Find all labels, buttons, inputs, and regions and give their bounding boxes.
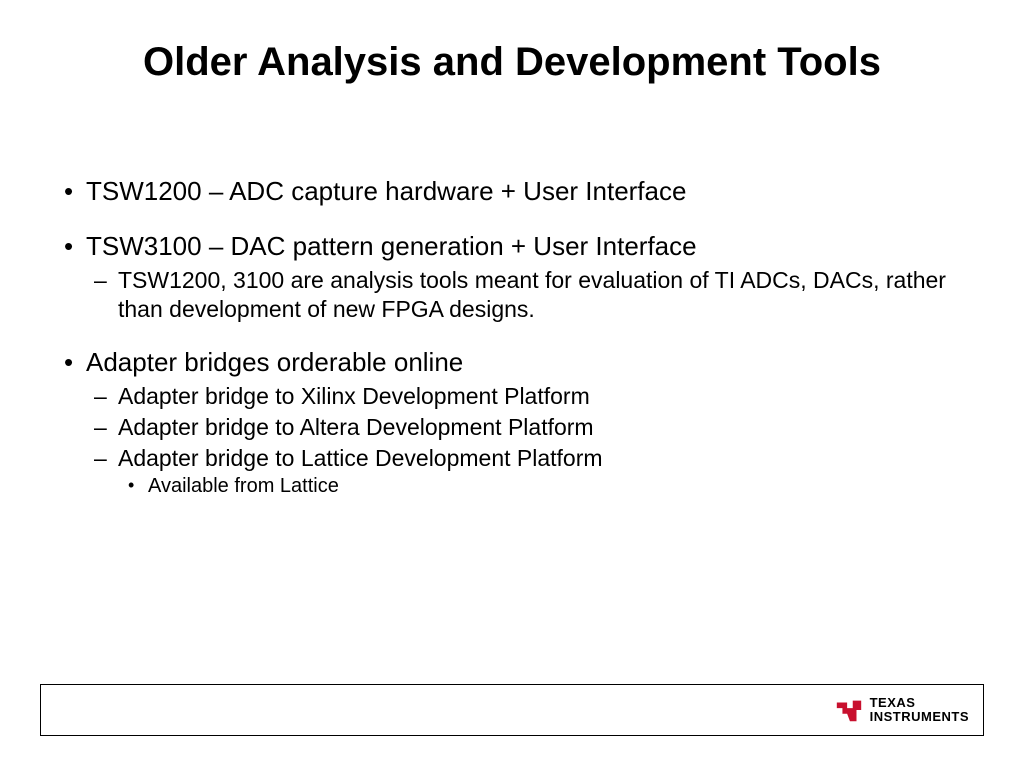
slide-title: Older Analysis and Development Tools <box>0 40 1024 85</box>
sub-bullet-list: Adapter bridge to Xilinx Development Pla… <box>86 382 964 499</box>
ti-logo-text: TEXAS INSTRUMENTS <box>870 696 969 723</box>
sub-bullet-item: Adapter bridge to Altera Development Pla… <box>86 413 964 442</box>
bullet-text: TSW3100 – DAC pattern generation + User … <box>86 231 697 261</box>
sub-bullet-item: Adapter bridge to Xilinx Development Pla… <box>86 382 964 411</box>
bullet-text: Adapter bridges orderable online <box>86 347 463 377</box>
sub-bullet-item: Adapter bridge to Lattice Development Pl… <box>86 444 964 500</box>
sub-bullet-text: TSW1200, 3100 are analysis tools meant f… <box>118 267 946 322</box>
ti-logo-line1: TEXAS <box>870 696 969 710</box>
subsub-bullet-list: Available from Lattice <box>118 474 964 499</box>
ti-logo: TEXAS INSTRUMENTS <box>834 695 969 725</box>
sub-bullet-text: Adapter bridge to Xilinx Development Pla… <box>118 383 590 409</box>
subsub-bullet-item: Available from Lattice <box>118 474 964 499</box>
slide-body: TSW1200 – ADC capture hardware + User In… <box>60 175 964 521</box>
ti-logo-line2: INSTRUMENTS <box>870 710 969 724</box>
ti-logo-icon <box>834 695 864 725</box>
sub-bullet-text: Adapter bridge to Altera Development Pla… <box>118 414 594 440</box>
sub-bullet-text: Adapter bridge to Lattice Development Pl… <box>118 445 603 471</box>
sub-bullet-item: TSW1200, 3100 are analysis tools meant f… <box>86 266 964 324</box>
bullet-item: Adapter bridges orderable online Adapter… <box>60 346 964 500</box>
sub-bullet-list: TSW1200, 3100 are analysis tools meant f… <box>86 266 964 324</box>
bullet-list: TSW1200 – ADC capture hardware + User In… <box>60 175 964 499</box>
bullet-item: TSW3100 – DAC pattern generation + User … <box>60 230 964 324</box>
bullet-text: TSW1200 – ADC capture hardware + User In… <box>86 176 686 206</box>
subsub-bullet-text: Available from Lattice <box>148 475 339 497</box>
footer-bar: TEXAS INSTRUMENTS <box>40 684 984 736</box>
slide: Older Analysis and Development Tools TSW… <box>0 0 1024 768</box>
bullet-item: TSW1200 – ADC capture hardware + User In… <box>60 175 964 208</box>
